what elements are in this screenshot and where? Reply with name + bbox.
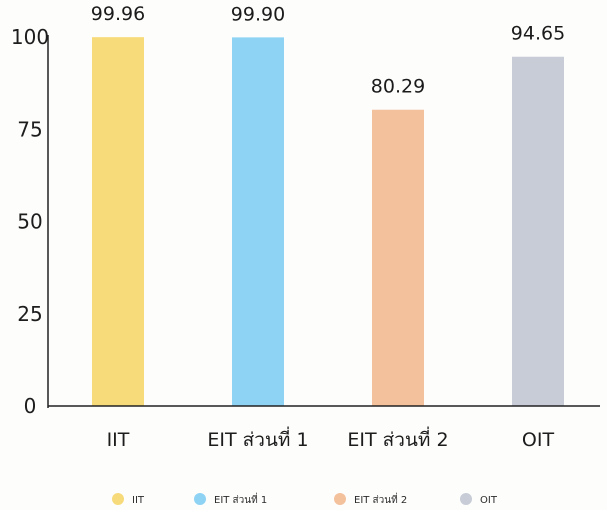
legend-entry: EIT ส่วนที่ 2: [354, 492, 407, 506]
x-tick-label: OIT: [522, 429, 555, 451]
y-tick-label: 0: [24, 394, 37, 418]
bar-group: [92, 37, 564, 407]
x-tick-label: EIT ส่วนที่ 1: [207, 426, 308, 451]
legend-entry: IIT: [132, 495, 145, 506]
data-label: 80.29: [371, 76, 425, 98]
bar: [512, 56, 564, 406]
y-tick-label: 100: [11, 25, 49, 49]
legend-swatch: [460, 493, 472, 505]
legend: IIT EIT ส่วนที่ 1 EIT ส่วนที่ 2 OIT: [112, 492, 498, 506]
legend-entry: OIT: [480, 495, 498, 506]
x-tick-label: IIT: [107, 429, 130, 451]
data-label: 99.96: [91, 3, 145, 25]
bar: [92, 37, 144, 407]
y-tick-label: 25: [17, 302, 42, 326]
y-tick-label: 50: [17, 210, 42, 234]
legend-entry: EIT ส่วนที่ 1: [214, 492, 267, 506]
data-label: 94.65: [511, 23, 565, 45]
value-label-group: 99.96 99.90 80.29 94.65: [91, 3, 565, 98]
x-tick-label: EIT ส่วนที่ 2: [347, 426, 448, 451]
x-axis: IIT EIT ส่วนที่ 1 EIT ส่วนที่ 2 OIT: [48, 405, 600, 451]
legend-swatch: [194, 493, 206, 505]
legend-swatch: [334, 493, 346, 505]
bar: [232, 37, 284, 407]
legend-swatch: [112, 493, 124, 505]
y-tick-label: 75: [17, 117, 42, 141]
data-label: 99.90: [231, 3, 285, 25]
bar: [372, 109, 424, 407]
y-axis: 0 25 50 75 100: [11, 25, 49, 418]
